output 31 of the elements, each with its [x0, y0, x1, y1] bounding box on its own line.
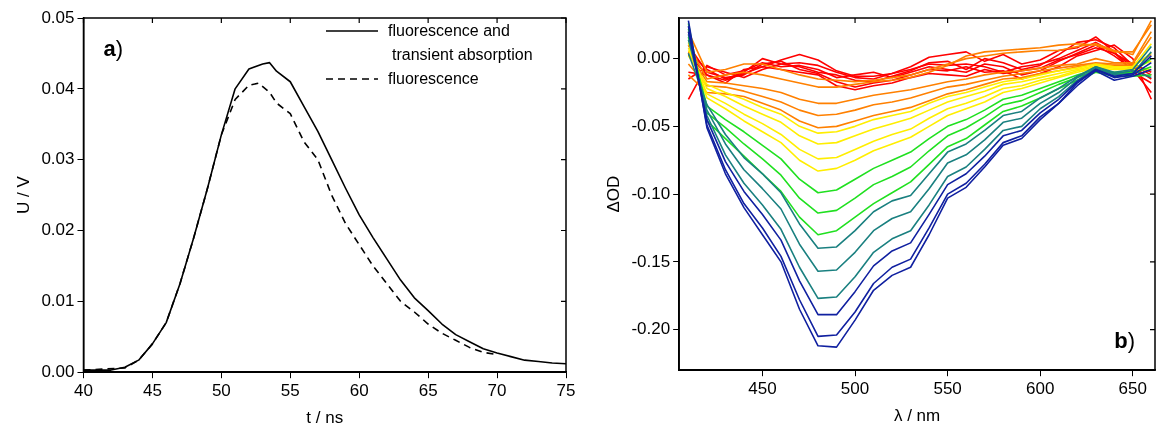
x-tick-label: 65: [418, 381, 438, 401]
y-tick-label: 0.03: [41, 149, 75, 169]
x-axis-title: t / ns: [306, 408, 344, 428]
x-axis-title: λ / nm: [893, 406, 941, 426]
y-axis-title: U / V: [13, 175, 33, 214]
y-tick-label: 0.01: [41, 291, 75, 311]
legend-label: fluorescence: [388, 70, 479, 87]
y-tick-label: -0.20: [631, 319, 671, 339]
y-tick-label: 0.05: [41, 7, 75, 27]
annotation: a): [103, 36, 124, 61]
x-tick-label: 500: [840, 379, 870, 399]
x-tick-label: 550: [933, 379, 962, 399]
x-tick-label: 450: [748, 379, 777, 399]
x-tick-label: 55: [280, 381, 300, 401]
x-tick-label: 75: [556, 381, 576, 401]
y-tick-label: 0.00: [637, 48, 671, 68]
y-tick-label: -0.10: [631, 183, 671, 203]
x-tick-label: 650: [1118, 379, 1147, 399]
x-tick-label: 60: [349, 381, 369, 401]
annotation: b): [1114, 328, 1135, 354]
x-tick-label: 40: [74, 381, 93, 401]
y-tick-label: -0.15: [631, 251, 671, 271]
y-axis-title: ΔOD: [603, 175, 623, 213]
y-tick-label: -0.05: [631, 116, 671, 136]
x-tick-label: 70: [487, 381, 507, 401]
y-tick-label: 0.02: [41, 220, 75, 240]
y-tick-label: 0.00: [41, 361, 75, 381]
x-tick-label: 600: [1026, 379, 1055, 399]
x-tick-label: 50: [211, 381, 231, 401]
y-tick-label: 0.04: [41, 78, 75, 98]
x-tick-label: 45: [142, 381, 162, 401]
